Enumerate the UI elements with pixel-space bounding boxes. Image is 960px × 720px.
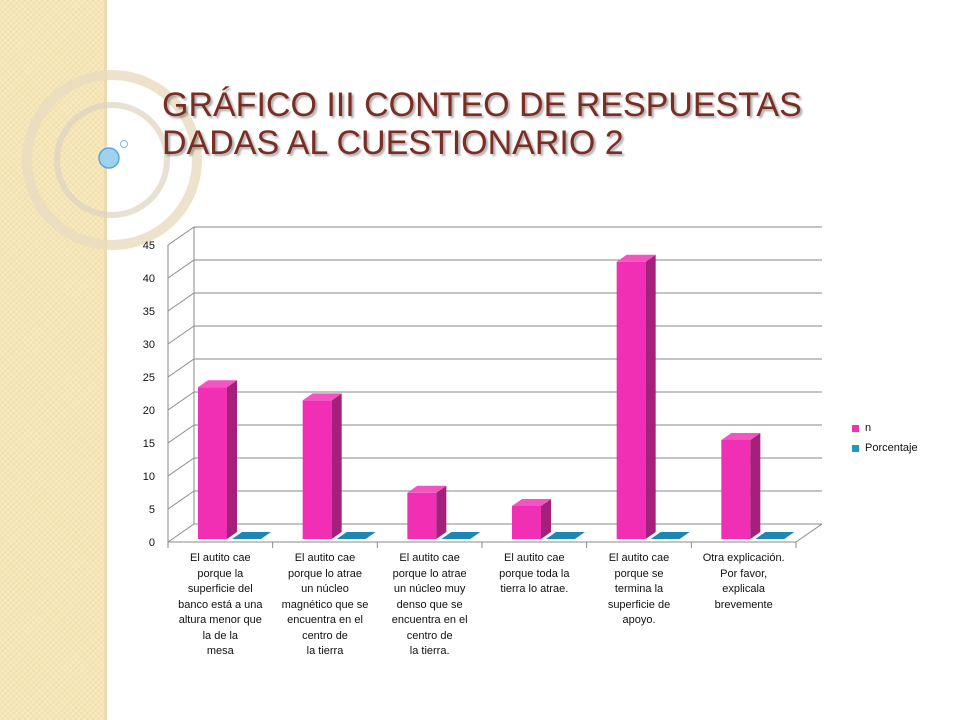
bar-porcentaje-flat <box>650 532 690 539</box>
bar-n-side <box>436 485 447 539</box>
legend-item-porcentaje: Porcentaje <box>852 440 918 456</box>
bar-porcentaje-flat <box>336 532 376 539</box>
y-tick-label: 25 <box>143 372 155 384</box>
bar-porcentaje-flat <box>755 532 795 539</box>
gridline-depth <box>167 457 195 477</box>
bar-n-side <box>541 499 551 539</box>
y-tick-label: 30 <box>143 339 155 351</box>
bar-n-top <box>302 393 342 401</box>
bar-n-front <box>302 400 332 539</box>
decorative-circles <box>22 70 202 250</box>
bar-n-front <box>721 440 751 539</box>
gridline-depth <box>167 358 195 378</box>
gridline-depth <box>167 259 195 279</box>
y-tick-label: 5 <box>149 504 155 516</box>
x-category-label: El autito cae porque toda la tierra lo a… <box>499 552 570 595</box>
bar-n-top <box>407 485 447 493</box>
x-category-label: El autito cae porque la superficie del b… <box>178 552 263 657</box>
bar-n-side <box>645 254 656 540</box>
legend-swatch-porcentaje <box>852 444 859 452</box>
bar-n-top <box>512 499 551 506</box>
gridline-depth <box>167 523 195 543</box>
y-tick-label: 15 <box>143 438 155 450</box>
y-tick-label: 45 <box>143 240 155 252</box>
bar-n-top <box>616 254 656 262</box>
bar-n-side <box>331 393 342 539</box>
bar-n-front <box>198 387 227 539</box>
bar-porcentaje-flat <box>441 532 481 539</box>
y-tick-label: 40 <box>143 273 155 285</box>
slide-title: GRÁFICO III CONTEO DE RESPUESTAS DADAS A… <box>162 86 802 162</box>
x-category-label: El autito cae porque lo atrae un núcleo … <box>281 552 369 657</box>
decor-ring-large <box>22 70 202 250</box>
decor-ring-small <box>54 102 170 218</box>
x-category-label: Otra explicación. Por favor, explicala b… <box>702 552 785 611</box>
bar-n-front <box>512 506 541 539</box>
gridline-depth <box>167 226 195 246</box>
bar-n-front <box>407 492 437 539</box>
y-tick-label: 0 <box>149 537 155 549</box>
bar-n-front <box>616 261 646 539</box>
x-category-label: El autito cae porque se termina la super… <box>607 552 671 626</box>
side-band-edge <box>104 0 107 720</box>
gridline-depth <box>167 424 195 444</box>
legend-swatch-n <box>852 424 859 432</box>
floor-right-edge <box>795 523 823 543</box>
bar-n-top <box>721 433 761 440</box>
y-tick-label: 35 <box>143 306 155 318</box>
bar-porcentaje-flat <box>546 532 585 539</box>
decor-bubble-large <box>98 147 120 169</box>
y-tick-label: 20 <box>143 405 155 417</box>
decorative-side-band <box>0 0 104 720</box>
decor-bubble-small <box>120 140 128 148</box>
legend-label-porcentaje: Porcentaje <box>865 442 918 454</box>
legend-label-n: n <box>865 422 872 434</box>
bar-n-side <box>750 433 761 539</box>
bar-n-top <box>198 380 237 388</box>
gridline-depth <box>167 391 195 411</box>
bar-n-side <box>227 380 237 539</box>
gridline-depth <box>167 325 195 345</box>
gridline-depth <box>167 490 195 510</box>
y-tick-label: 10 <box>143 471 155 483</box>
x-category-label: El autito cae porque lo atrae un núcleo … <box>391 552 468 657</box>
bar-porcentaje-flat <box>232 532 271 539</box>
chart-legend: n Porcentaje <box>852 420 918 460</box>
legend-item-n: n <box>852 420 918 436</box>
gridline-depth <box>167 292 195 312</box>
